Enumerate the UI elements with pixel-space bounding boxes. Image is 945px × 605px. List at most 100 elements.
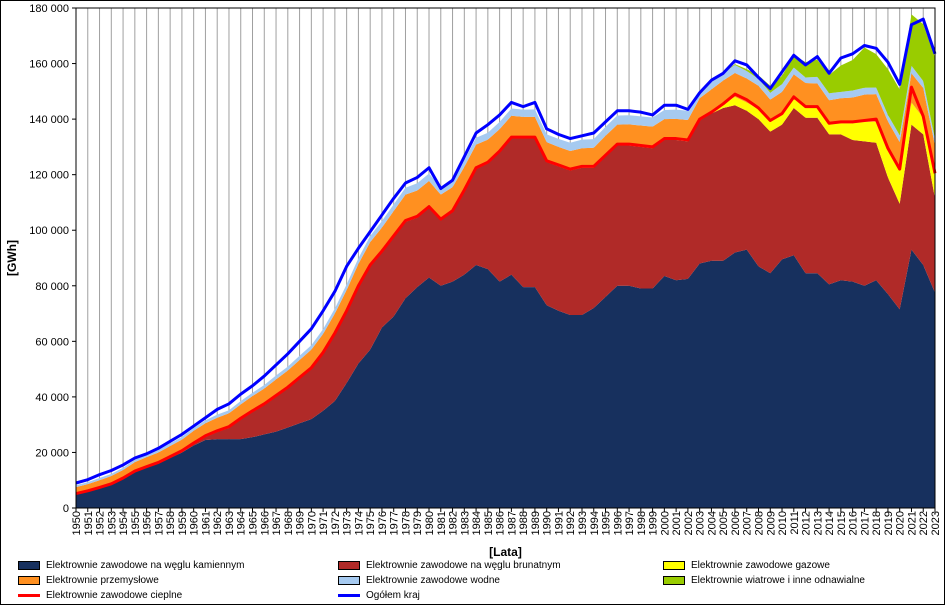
x-tick-label: 2005: [718, 511, 730, 535]
x-tick-label: 2006: [730, 511, 742, 535]
x-axis-title: [Lata]: [489, 545, 522, 559]
x-tick-label: 1997: [624, 511, 636, 535]
y-tick-label: 140 000: [29, 114, 69, 126]
legend-item-industrial: Elektrownie przemysłowe: [18, 575, 159, 586]
legend-label-thermal: Elektrownie zawodowe cieplne: [46, 590, 183, 601]
legend-swatch-wind: [663, 576, 685, 585]
legend-line-total: [338, 594, 360, 597]
x-tick-label: 1990: [542, 511, 554, 535]
legend-label-lignite: Elektrownie zawodowe na węglu brunatnym: [366, 560, 561, 571]
x-tick-label: 2015: [836, 511, 848, 535]
x-tick-label: 1967: [271, 511, 283, 535]
x-tick-label: 2008: [753, 511, 765, 535]
legend-item-wind: Elektrownie wiatrowe i inne odnawialne: [663, 575, 865, 586]
x-tick-label: 2020: [895, 511, 907, 535]
x-tick-label: 1979: [412, 511, 424, 535]
x-tick-label: 1974: [353, 511, 365, 535]
x-tick-label: 1981: [436, 511, 448, 535]
x-tick-label: 1985: [483, 511, 495, 535]
legend-item-hydro: Elektrownie zawodowe wodne: [338, 575, 500, 586]
x-tick-label: 2017: [859, 511, 871, 535]
legend-label-wind: Elektrownie wiatrowe i inne odnawialne: [691, 575, 865, 586]
x-tick-label: 2016: [848, 511, 860, 535]
x-tick-label: 1964: [236, 511, 248, 535]
legend-item-gas: Elektrownie zawodowe gazowe: [663, 560, 830, 571]
x-tick-label: 2013: [812, 511, 824, 535]
y-tick-label: 120 000: [29, 170, 69, 182]
x-tick-label: 1970: [306, 511, 318, 535]
x-tick-label: 2014: [824, 511, 836, 535]
x-tick-label: 1958: [165, 511, 177, 535]
x-tick-label: 2022: [918, 511, 930, 535]
series-line-ff0000: [75, 85, 937, 496]
legend-line-thermal: [18, 594, 40, 597]
x-tick-label: 1999: [648, 511, 660, 535]
x-tick-label: 2010: [777, 511, 789, 535]
y-tick-label: 100 000: [29, 225, 69, 237]
x-tick-label: 1983: [459, 511, 471, 535]
x-tick-label: 1989: [530, 511, 542, 535]
y-tick-label: 60 000: [35, 336, 69, 348]
x-tick-label: 1982: [448, 511, 460, 535]
x-tick-label: 1980: [424, 511, 436, 535]
x-tick-label: 1995: [601, 511, 613, 535]
x-tick-label: 1962: [212, 511, 224, 535]
x-tick-label: 1978: [400, 511, 412, 535]
legend-item-lignite: Elektrownie zawodowe na węglu brunatnym: [338, 560, 561, 571]
x-tick-label: 1954: [118, 511, 130, 535]
series-area-area-17305e: [76, 249, 935, 509]
y-tick-label: 160 000: [29, 59, 69, 71]
x-tick-label: 2001: [671, 511, 683, 535]
x-tick-label: 1975: [365, 511, 377, 535]
legend-item-total: Ogółem kraj: [338, 590, 420, 601]
x-tick-label: 2002: [683, 511, 695, 535]
x-tick-label: 2023: [930, 511, 942, 535]
x-tick-label: 1961: [200, 511, 212, 535]
y-tick-label: 80 000: [35, 281, 69, 293]
x-tick-label: 1969: [295, 511, 307, 535]
x-tick-label: 1988: [518, 511, 530, 535]
x-tick-label: 2011: [789, 511, 801, 535]
x-tick-label: 1963: [224, 511, 236, 535]
x-tick-label: 1987: [506, 511, 518, 535]
x-tick-label: 2007: [742, 511, 754, 535]
x-tick-label: 1976: [377, 511, 389, 535]
legend-label-hydro: Elektrownie zawodowe wodne: [366, 575, 500, 586]
x-tick-label: 1956: [142, 511, 154, 535]
legend-swatch-hard-coal: [18, 561, 40, 570]
x-tick-label: 2019: [883, 511, 895, 535]
x-tick-label: 1998: [636, 511, 648, 535]
x-tick-label: 2004: [706, 511, 718, 535]
x-tick-label: 1977: [389, 511, 401, 535]
series-area-area-ff9020: [76, 73, 935, 495]
series-line-0000ff: [75, 17, 937, 485]
y-tick-label: 40 000: [35, 392, 69, 404]
legend-item-hard-coal: Elektrownie zawodowe na węglu kamiennym: [18, 560, 244, 571]
x-tick-label: 1950: [71, 511, 83, 535]
y-tick-label: 0: [63, 503, 69, 515]
x-tick-label: 1953: [106, 511, 118, 535]
plot-border: [75, 7, 936, 509]
x-tick-label: 2012: [801, 511, 813, 535]
legend-label-gas: Elektrownie zawodowe gazowe: [691, 560, 830, 571]
x-tick-label: 1951: [83, 511, 95, 535]
x-tick-label: 1972: [330, 511, 342, 535]
legend-swatch-industrial: [18, 576, 40, 585]
legend-swatch-hydro: [338, 576, 360, 585]
y-tick-label: 180 000: [29, 3, 69, 15]
x-tick-label: 1960: [189, 511, 201, 535]
x-tick-label: 2000: [659, 511, 671, 535]
x-tick-label: 2021: [906, 511, 918, 535]
x-tick-label: 2003: [695, 511, 707, 535]
x-tick-label: 1993: [577, 511, 589, 535]
x-tick-label: 2018: [871, 511, 883, 535]
x-tick-label: 1966: [259, 511, 271, 535]
series-area-area-b02a28: [76, 105, 935, 495]
x-tick-label: 1952: [95, 511, 107, 535]
x-tick-label: 1973: [342, 511, 354, 535]
legend-swatch-lignite: [338, 561, 360, 570]
legend-label-total: Ogółem kraj: [366, 590, 420, 601]
x-tick-label: 1986: [495, 511, 507, 535]
x-tick-label: 1992: [565, 511, 577, 535]
